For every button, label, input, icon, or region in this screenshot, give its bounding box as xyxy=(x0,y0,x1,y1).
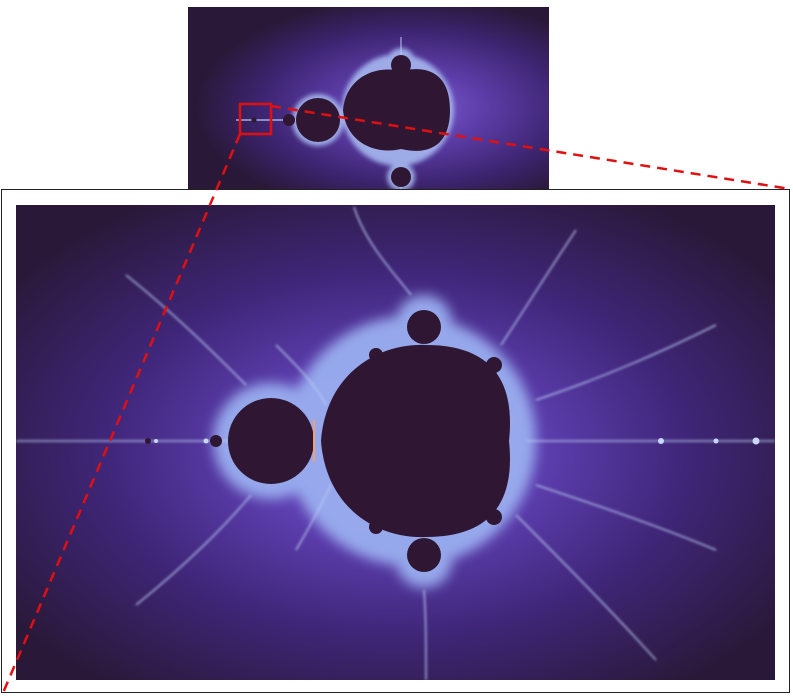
overview-panel xyxy=(188,7,549,189)
mandelbrot-minibrot-icon xyxy=(16,205,775,680)
set-interior xyxy=(145,310,510,572)
mandelbrot-set-icon xyxy=(188,7,549,189)
detail-panel xyxy=(16,205,775,680)
